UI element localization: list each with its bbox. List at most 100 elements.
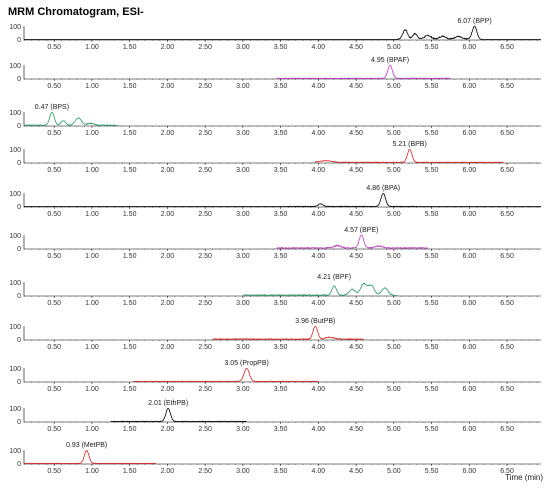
x-tick-label: 1.50 — [123, 167, 137, 174]
peak-label-bpe: 4.57 (BPE) — [344, 227, 378, 234]
x-tick-label: 6.00 — [462, 167, 476, 174]
panel-butpb: 0 100 0.50 1.00 1.50 2.00 2.50 3.00 3.50 4.00 4.50… — [9, 318, 541, 351]
x-tick-label: 4.00 — [312, 83, 326, 90]
x-tick-label: 4.00 — [312, 44, 326, 51]
x-tick-label: 5.00 — [387, 253, 401, 260]
x-tick-label: 3.00 — [236, 130, 250, 137]
x-tick-label: 2.00 — [161, 426, 175, 433]
trace-metpb — [23, 450, 157, 464]
x-tick-label: 6.50 — [500, 211, 514, 218]
x-tick-label: 5.50 — [425, 253, 439, 260]
x-tick-label: 4.50 — [349, 344, 363, 351]
peak-label-metpb: 0.93 (MetPB) — [66, 442, 107, 449]
panel-bpf: 0 100 0.50 1.00 1.50 2.00 2.50 3.00 3.50 4.00 4.50… — [9, 274, 541, 307]
x-tick-label: 3.00 — [236, 44, 250, 51]
x-tick-label: 6.00 — [462, 211, 476, 218]
x-tick-label: 3.50 — [274, 386, 288, 393]
peak-label-butpb: 3.96 (ButPB) — [295, 318, 335, 325]
x-tick-label: 3.00 — [236, 468, 250, 475]
x-tick-label: 1.00 — [85, 83, 99, 90]
x-tick-label: 1.00 — [85, 426, 99, 433]
y-tick-label: 100 — [9, 324, 21, 331]
x-tick-label: 5.00 — [387, 426, 401, 433]
x-tick-label: 6.50 — [500, 426, 514, 433]
y-tick-label: 100 — [9, 110, 21, 117]
x-tick-label: 6.00 — [462, 44, 476, 51]
x-tick-label: 5.00 — [387, 386, 401, 393]
x-tick-label: 5.50 — [425, 130, 439, 137]
chart-title: MRM Chromatogram, ESI- — [8, 6, 144, 18]
x-tick-label: 1.50 — [123, 386, 137, 393]
x-tick-label: 4.50 — [349, 468, 363, 475]
x-tick-label: 1.00 — [85, 253, 99, 260]
x-tick-label: 2.00 — [161, 211, 175, 218]
x-tick-label: 4.50 — [349, 167, 363, 174]
x-tick-label: 5.00 — [387, 44, 401, 51]
x-tick-label: 5.00 — [387, 167, 401, 174]
panel-bpb: 0 100 0.50 1.00 1.50 2.00 2.50 3.00 3.50 4.00 4.50… — [9, 141, 541, 174]
x-tick-label: 3.50 — [274, 426, 288, 433]
panel-bpa: 0 100 0.50 1.00 1.50 2.00 2.50 3.00 3.50 4.00 4.50… — [9, 185, 541, 218]
panel-bpe: 0 100 0.50 1.00 1.50 2.00 2.50 3.00 3.50 4.00 4.50… — [9, 227, 541, 260]
x-tick-label: 3.00 — [236, 83, 250, 90]
trace-bpaf — [276, 65, 451, 80]
x-tick-label: 5.50 — [425, 344, 439, 351]
x-tick-label: 3.00 — [236, 300, 250, 307]
x-tick-label: 5.50 — [425, 468, 439, 475]
x-tick-label: 0.50 — [47, 167, 61, 174]
x-tick-label: 2.50 — [198, 211, 212, 218]
x-tick-label: 5.50 — [425, 211, 439, 218]
trace-bpb — [314, 149, 504, 164]
x-tick-label: 3.00 — [236, 253, 250, 260]
y-tick-label: 100 — [9, 63, 21, 70]
x-tick-label: 4.00 — [312, 426, 326, 433]
x-tick-label: 2.50 — [198, 344, 212, 351]
peak-label-bpa: 4.86 (BPA) — [366, 185, 400, 192]
x-tick-label: 0.50 — [47, 300, 61, 307]
x-tick-label: 4.00 — [312, 211, 326, 218]
x-tick-label: 1.00 — [85, 344, 99, 351]
x-tick-label: 6.50 — [500, 83, 514, 90]
y-tick-label: 0 — [17, 246, 21, 253]
x-tick-label: 1.50 — [123, 211, 137, 218]
x-tick-label: 0.50 — [47, 83, 61, 90]
x-tick-label: 1.00 — [85, 44, 99, 51]
x-tick-label: 2.50 — [198, 44, 212, 51]
x-tick-label: 4.00 — [312, 344, 326, 351]
x-tick-label: 3.50 — [274, 44, 288, 51]
x-tick-label: 4.50 — [349, 211, 363, 218]
x-tick-label: 5.00 — [387, 300, 401, 307]
x-tick-label: 1.00 — [85, 167, 99, 174]
y-tick-label: 0 — [17, 160, 21, 167]
x-tick-label: 2.00 — [161, 386, 175, 393]
y-tick-label: 0 — [17, 461, 21, 468]
x-tick-label: 0.50 — [47, 211, 61, 218]
x-tick-label: 1.50 — [123, 344, 137, 351]
x-tick-label: 2.00 — [161, 253, 175, 260]
peak-label-ethpb: 2.01 (EthPB) — [148, 400, 188, 407]
x-tick-label: 3.50 — [274, 211, 288, 218]
x-tick-label: 1.00 — [85, 211, 99, 218]
x-tick-label: 2.00 — [161, 44, 175, 51]
x-tick-label: 1.50 — [123, 253, 137, 260]
x-tick-label: 2.50 — [198, 83, 212, 90]
trace-bps — [24, 112, 119, 127]
x-tick-label: 3.00 — [236, 167, 250, 174]
x-tick-label: 2.50 — [198, 300, 212, 307]
x-tick-label: 0.50 — [47, 426, 61, 433]
x-tick-label: 4.00 — [312, 253, 326, 260]
x-tick-label: 1.00 — [85, 468, 99, 475]
x-tick-label: 4.00 — [312, 167, 326, 174]
x-tick-label: 1.50 — [123, 426, 137, 433]
x-tick-label: 3.50 — [274, 300, 288, 307]
x-tick-label: 6.00 — [462, 426, 476, 433]
peak-label-bpf: 4.21 (BPF) — [317, 274, 351, 281]
y-tick-label: 0 — [17, 76, 21, 83]
x-tick-label: 2.00 — [161, 83, 175, 90]
x-tick-label: 6.50 — [500, 300, 514, 307]
x-tick-label: 4.50 — [349, 386, 363, 393]
x-tick-label: 2.50 — [198, 253, 212, 260]
x-tick-label: 2.00 — [161, 468, 175, 475]
y-tick-label: 0 — [17, 379, 21, 386]
